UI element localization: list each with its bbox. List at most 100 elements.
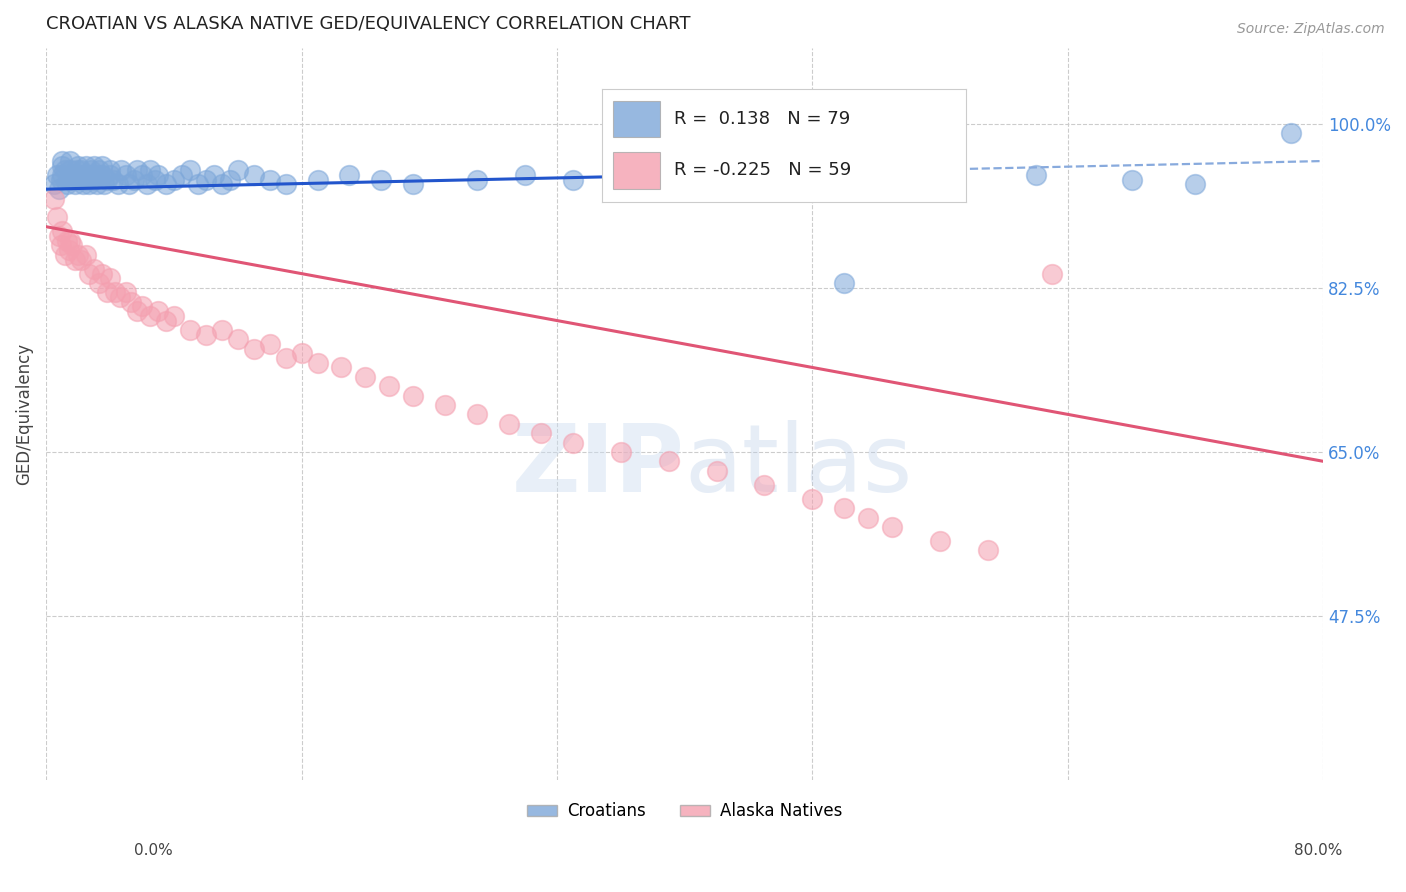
Point <box>58 173 80 187</box>
Point <box>86 178 108 192</box>
Point <box>226 163 249 178</box>
Point <box>226 332 249 346</box>
Point <box>1184 178 1206 192</box>
Point <box>75 173 97 187</box>
Point <box>307 356 329 370</box>
Point <box>59 234 82 248</box>
Point <box>44 178 66 192</box>
Point <box>307 173 329 187</box>
Point <box>143 173 166 187</box>
Point <box>122 173 145 187</box>
Point <box>882 520 904 534</box>
Point <box>108 290 131 304</box>
Point <box>76 168 98 182</box>
Point <box>96 173 118 187</box>
Point <box>179 323 201 337</box>
Point <box>127 163 149 178</box>
Point <box>131 168 153 182</box>
Point <box>242 342 264 356</box>
Point <box>673 173 696 187</box>
Point <box>218 173 240 187</box>
Point <box>832 276 855 290</box>
Point <box>53 248 76 262</box>
Point <box>929 534 952 549</box>
Point <box>274 178 297 192</box>
Point <box>120 294 142 309</box>
Point <box>135 178 157 192</box>
Point <box>59 163 82 178</box>
Point <box>65 163 87 178</box>
Point <box>259 173 281 187</box>
Text: 80.0%: 80.0% <box>1295 843 1343 858</box>
Text: CROATIAN VS ALASKA NATIVE GED/EQUIVALENCY CORRELATION CHART: CROATIAN VS ALASKA NATIVE GED/EQUIVALENC… <box>46 15 690 33</box>
Text: ZIP: ZIP <box>512 419 685 512</box>
Point <box>63 178 86 192</box>
Point <box>75 248 97 262</box>
Point <box>51 154 73 169</box>
Point <box>67 248 90 262</box>
Point <box>131 300 153 314</box>
Point <box>51 168 73 182</box>
Point <box>84 168 107 182</box>
Point <box>513 168 536 182</box>
Point <box>80 163 103 178</box>
Point <box>51 159 73 173</box>
Legend: Croatians, Alaska Natives: Croatians, Alaska Natives <box>520 796 849 827</box>
Point <box>561 435 583 450</box>
Point <box>79 267 101 281</box>
Point <box>56 234 79 248</box>
Point <box>83 262 105 277</box>
Point <box>104 285 127 300</box>
Point <box>801 491 824 506</box>
Point <box>832 501 855 516</box>
Point <box>1040 267 1063 281</box>
Point <box>49 238 72 252</box>
Point <box>60 168 83 182</box>
Point <box>1025 168 1047 182</box>
Text: Source: ZipAtlas.com: Source: ZipAtlas.com <box>1237 22 1385 37</box>
Point <box>658 454 681 468</box>
Point <box>56 178 79 192</box>
Point <box>53 163 76 178</box>
Point <box>91 168 114 182</box>
Point <box>561 173 583 187</box>
Point <box>73 168 96 182</box>
Point <box>96 285 118 300</box>
Point <box>91 267 114 281</box>
Point <box>60 238 83 252</box>
Point <box>202 168 225 182</box>
Point <box>754 477 776 491</box>
Point <box>75 159 97 173</box>
Point <box>1279 126 1302 140</box>
Text: 0.0%: 0.0% <box>134 843 173 858</box>
Point <box>63 252 86 267</box>
Point <box>434 398 457 412</box>
Point <box>170 168 193 182</box>
Point <box>127 304 149 318</box>
Point <box>72 178 94 192</box>
Point <box>163 309 186 323</box>
Point <box>107 178 129 192</box>
Point <box>46 168 69 182</box>
Point <box>339 168 361 182</box>
Point <box>465 173 488 187</box>
Y-axis label: GED/Equivalency: GED/Equivalency <box>15 343 32 485</box>
Point <box>290 346 312 360</box>
Point <box>1121 173 1143 187</box>
Point <box>118 178 141 192</box>
Point <box>62 173 84 187</box>
Point <box>163 173 186 187</box>
Point <box>87 276 110 290</box>
Point <box>465 408 488 422</box>
Point <box>139 163 162 178</box>
Point <box>155 178 177 192</box>
Point <box>91 159 114 173</box>
Point <box>49 173 72 187</box>
Point <box>330 360 353 375</box>
Point <box>370 173 392 187</box>
Point <box>98 271 121 285</box>
Point <box>93 178 115 192</box>
Point <box>59 154 82 169</box>
Point <box>912 173 935 187</box>
Point <box>194 327 217 342</box>
